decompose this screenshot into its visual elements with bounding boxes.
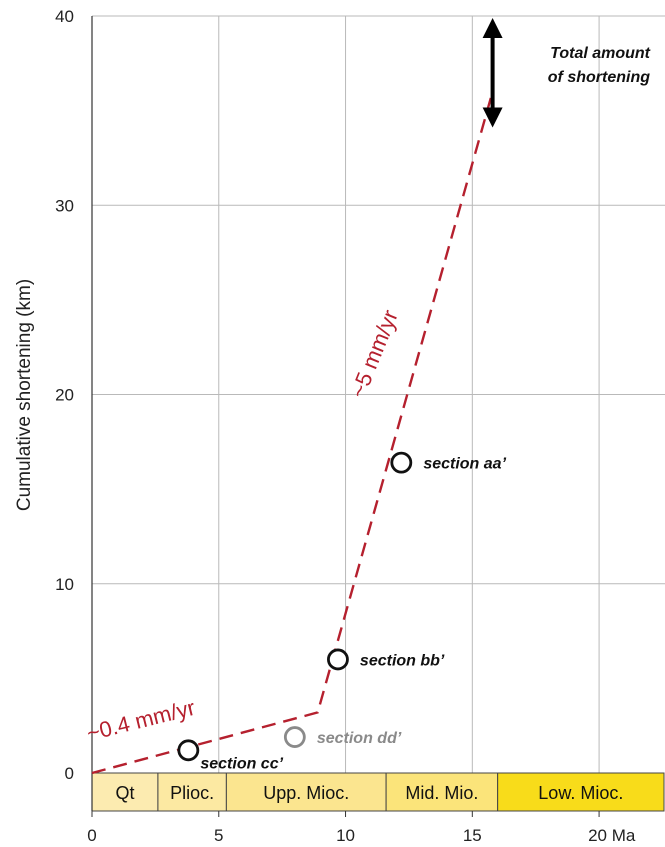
- y-tick-label: 10: [55, 575, 74, 594]
- y-tick-label: 30: [55, 196, 74, 215]
- section-marker: [177, 739, 200, 762]
- section-label: section cc’: [200, 755, 283, 772]
- x-tick-label: 10: [336, 826, 355, 845]
- y-tick-label: 0: [65, 764, 74, 783]
- section-markers: section aa’ section bb’ section cc’ section…: [177, 451, 507, 772]
- period-block: [497, 772, 665, 812]
- rate-annotation: ~5 mm/yr: [345, 306, 403, 401]
- total-shortening-label: of shortening: [548, 69, 650, 86]
- period-label: Mid. Mio.: [405, 783, 478, 803]
- section-marker: [283, 726, 306, 748]
- period-label: Plioc.: [170, 783, 214, 803]
- rate-annotation: ~0.4 mm/yr: [84, 695, 197, 746]
- x-tick-label: 20 Ma: [588, 826, 636, 845]
- y-axis-label: Cumulative shortening (km): [14, 279, 35, 511]
- x-tick-label: 5: [214, 826, 223, 845]
- total-shortening-label: Total amount: [550, 45, 651, 62]
- axes: 0 10 20 30 40 0 5 10 15 20 Ma: [55, 7, 636, 845]
- annotation-layer: ~0.4 mm/yr ~5 mm/yr Total amount of shorten…: [84, 18, 651, 746]
- shortening-trend-line: [91, 91, 494, 775]
- period-block: [157, 772, 227, 812]
- section-label: section bb’: [360, 652, 445, 669]
- arrow-head-up-icon: [482, 18, 503, 38]
- section-label: section aa’: [423, 456, 506, 473]
- y-tick-label: 40: [55, 7, 74, 26]
- period-label: Upp. Mioc.: [263, 783, 349, 803]
- section-marker: [390, 451, 413, 474]
- period-label: Low. Mioc.: [538, 783, 623, 803]
- period-label: Qt: [115, 783, 134, 803]
- x-tick-label: 0: [87, 826, 96, 845]
- section-marker: [327, 648, 349, 671]
- y-tick-label: 20: [55, 386, 74, 405]
- section-label: section dd’: [317, 730, 402, 747]
- trend-line-layer: [91, 91, 494, 775]
- x-tick-label: 15: [463, 826, 482, 845]
- grid-layer: [92, 15, 665, 773]
- arrow-head-down-icon: [482, 107, 503, 128]
- geologic-period-bar: Qt Plioc. Upp. Mioc. Mid. Mio. Low. Mioc.: [91, 772, 665, 812]
